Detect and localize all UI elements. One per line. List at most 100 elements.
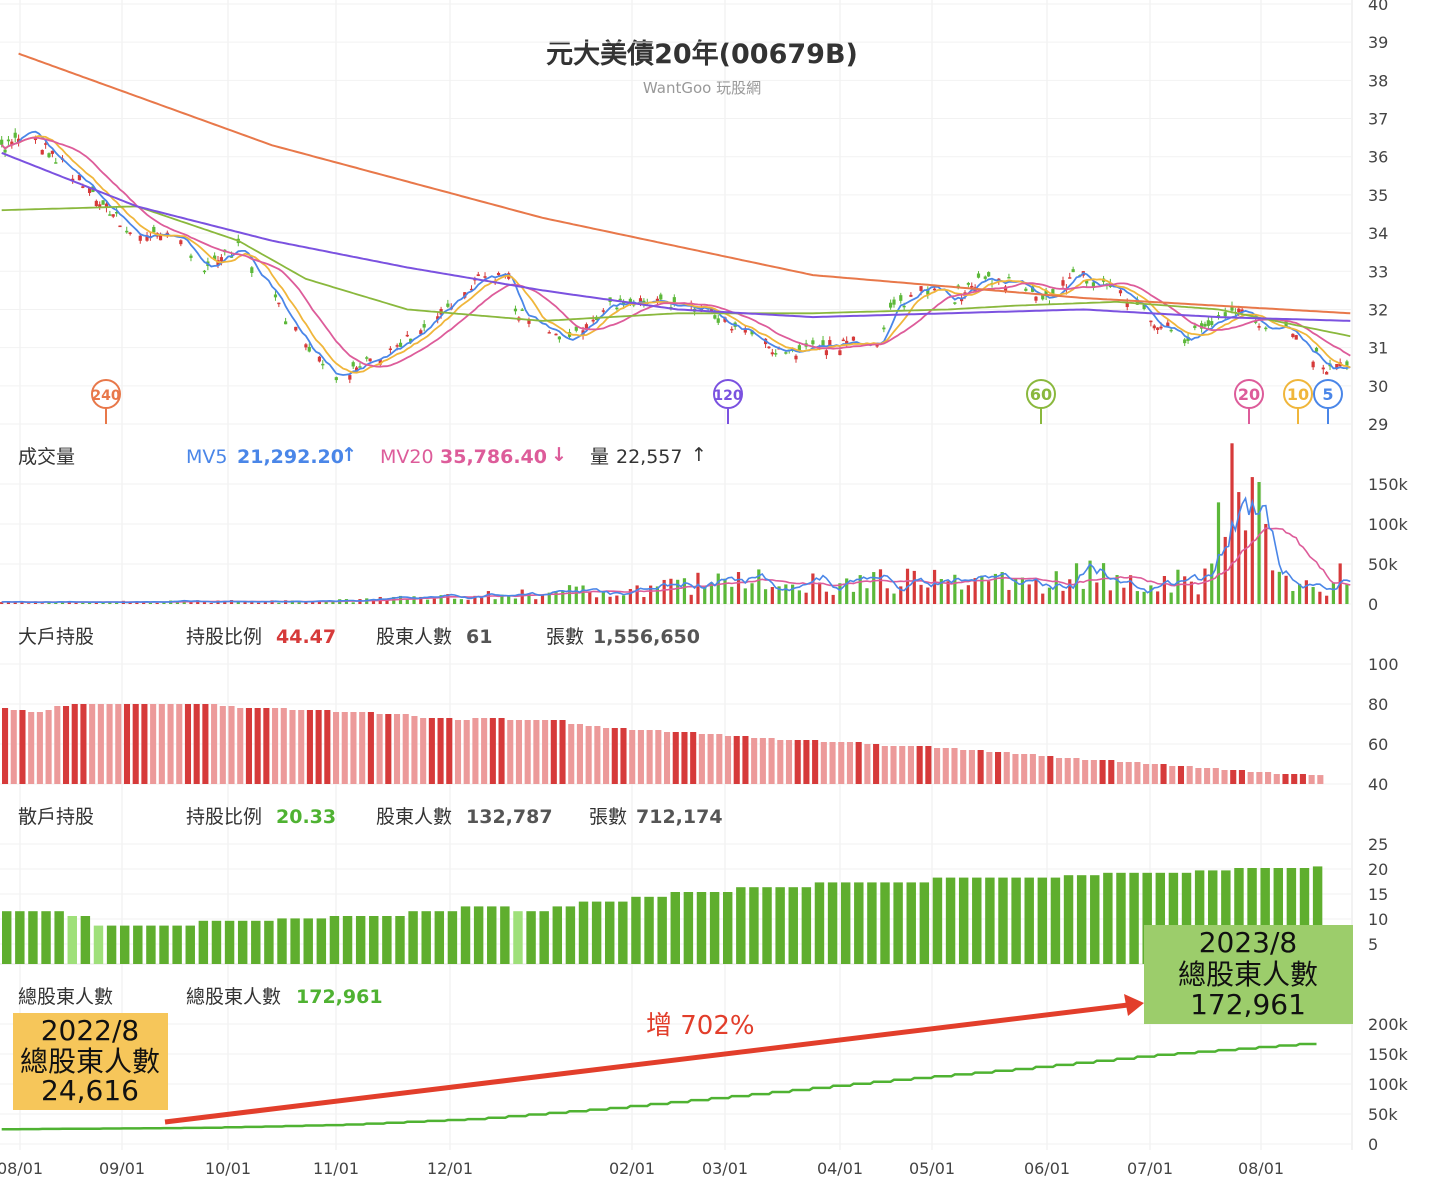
retail-holders-bar (749, 887, 758, 964)
volume-bar (1325, 596, 1328, 604)
big-holders-count-label: 股東人數 (376, 626, 452, 648)
big-holders-bar (420, 718, 426, 784)
volume-bar (1217, 502, 1220, 604)
retail-holders-bar (330, 916, 339, 964)
annotation-2022-line1: 2022/8 (41, 1014, 140, 1047)
candle-body (933, 289, 936, 291)
volume-bar (1001, 572, 1004, 604)
candle-body (41, 150, 44, 155)
volume-bar (832, 595, 835, 604)
ma-marker-label: 10 (1287, 385, 1309, 404)
big-holders-bar (455, 720, 461, 784)
price-moving-averages (2, 54, 1351, 375)
volume-bar (149, 603, 152, 604)
volume-bar (1176, 570, 1179, 604)
candle-body (1345, 361, 1348, 365)
volume-bar (453, 599, 456, 604)
big-holders-label: 大戶持股 (18, 626, 94, 648)
volume-axis-tick: 150k (1368, 475, 1409, 494)
candle-body (967, 283, 970, 285)
volume-bar (1271, 570, 1274, 604)
candle-body (389, 348, 392, 350)
volume-bar (933, 570, 936, 604)
volume-bar (588, 592, 591, 604)
candle-body (1295, 335, 1298, 339)
retail-holders-bar (631, 897, 640, 964)
volume-moving-averages (2, 498, 1351, 602)
candle-body (892, 300, 895, 305)
retail-holders-bar (290, 918, 299, 964)
volume-bar (636, 585, 639, 604)
candle-body (358, 366, 361, 368)
big-holders-bar (263, 708, 269, 784)
big-holders-bar (394, 714, 400, 784)
big-holders-bar (28, 712, 34, 784)
volume-bar (615, 596, 618, 604)
volume-bar (554, 591, 557, 604)
big-holders-bar (908, 746, 914, 784)
volume-axis-tick: 100k (1368, 515, 1409, 534)
retail-holders-bars (2, 866, 1322, 964)
retail-holders-bar (1038, 878, 1047, 964)
retail-holders-bar (893, 882, 902, 964)
candle-body (277, 303, 280, 305)
big-holders-bar (1282, 774, 1288, 784)
mv20-value: 35,786.40 (440, 446, 547, 468)
volume-bar (480, 598, 483, 604)
big-holders-bar (403, 714, 409, 784)
big-holders-bar (1187, 766, 1193, 784)
candle-body (717, 318, 720, 322)
candle-body (548, 332, 551, 334)
big-axis-tick: 60 (1368, 735, 1388, 754)
volume-bar (1332, 582, 1335, 604)
retail-holders-bar (251, 921, 260, 964)
retail-holders-bar (553, 906, 562, 964)
big-holders-bar (446, 718, 452, 784)
volume-bar (257, 603, 260, 604)
volume-bar (838, 583, 841, 604)
big-axis-tick: 100 (1368, 655, 1399, 674)
big-holders-bar (1161, 764, 1167, 784)
big-axis-tick: 40 (1368, 775, 1388, 794)
volume-bar (595, 597, 598, 604)
big-holders-bar (812, 740, 818, 784)
retail-holders-header: 散戶持股 持股比例 20.33 股東人數 132,787 張數 712,174 (18, 806, 723, 828)
annotation-2023-line3: 172,961 (1190, 988, 1306, 1021)
retail-holders-bar (146, 926, 155, 964)
candle-body (406, 335, 409, 337)
price-axis-tick: 40 (1368, 0, 1388, 14)
volume-bar (81, 603, 84, 604)
candle-body (521, 309, 524, 311)
candle-body (125, 231, 128, 233)
candle-body (1203, 324, 1206, 327)
big-holders-bar (72, 704, 78, 784)
big-holders-bar (176, 704, 182, 784)
volume-now-value: 22,557 (616, 446, 682, 468)
volume-bar (1061, 591, 1064, 604)
big-holders-bar (359, 712, 365, 784)
volume-bar (1170, 593, 1173, 604)
retail-holders-bar (382, 916, 391, 964)
candle-body (1224, 312, 1227, 316)
annotation-2023-line2: 總股東人數 (1178, 958, 1318, 991)
ma120-line (2, 153, 1351, 321)
big-holders-bar (237, 708, 243, 784)
big-holders-bar (760, 738, 766, 784)
candle-body (730, 329, 733, 331)
big-holders-bar (80, 704, 86, 784)
volume-bar (1136, 591, 1139, 604)
volume-bar (723, 579, 726, 604)
annotation-2022: 2022/8 總股東人數 24,616 (13, 1013, 168, 1110)
candle-body (1207, 320, 1210, 326)
volume-bar (919, 585, 922, 604)
retail-holders-bar (985, 878, 994, 964)
retail-holders-bar (605, 902, 614, 964)
big-holders-bar (1230, 770, 1236, 784)
big-holders-bar (786, 740, 792, 784)
candle-body (882, 328, 885, 330)
volume-bar (304, 602, 307, 604)
big-holders-bar (533, 720, 539, 784)
candle-body (673, 297, 676, 302)
volume-bar (494, 599, 497, 604)
